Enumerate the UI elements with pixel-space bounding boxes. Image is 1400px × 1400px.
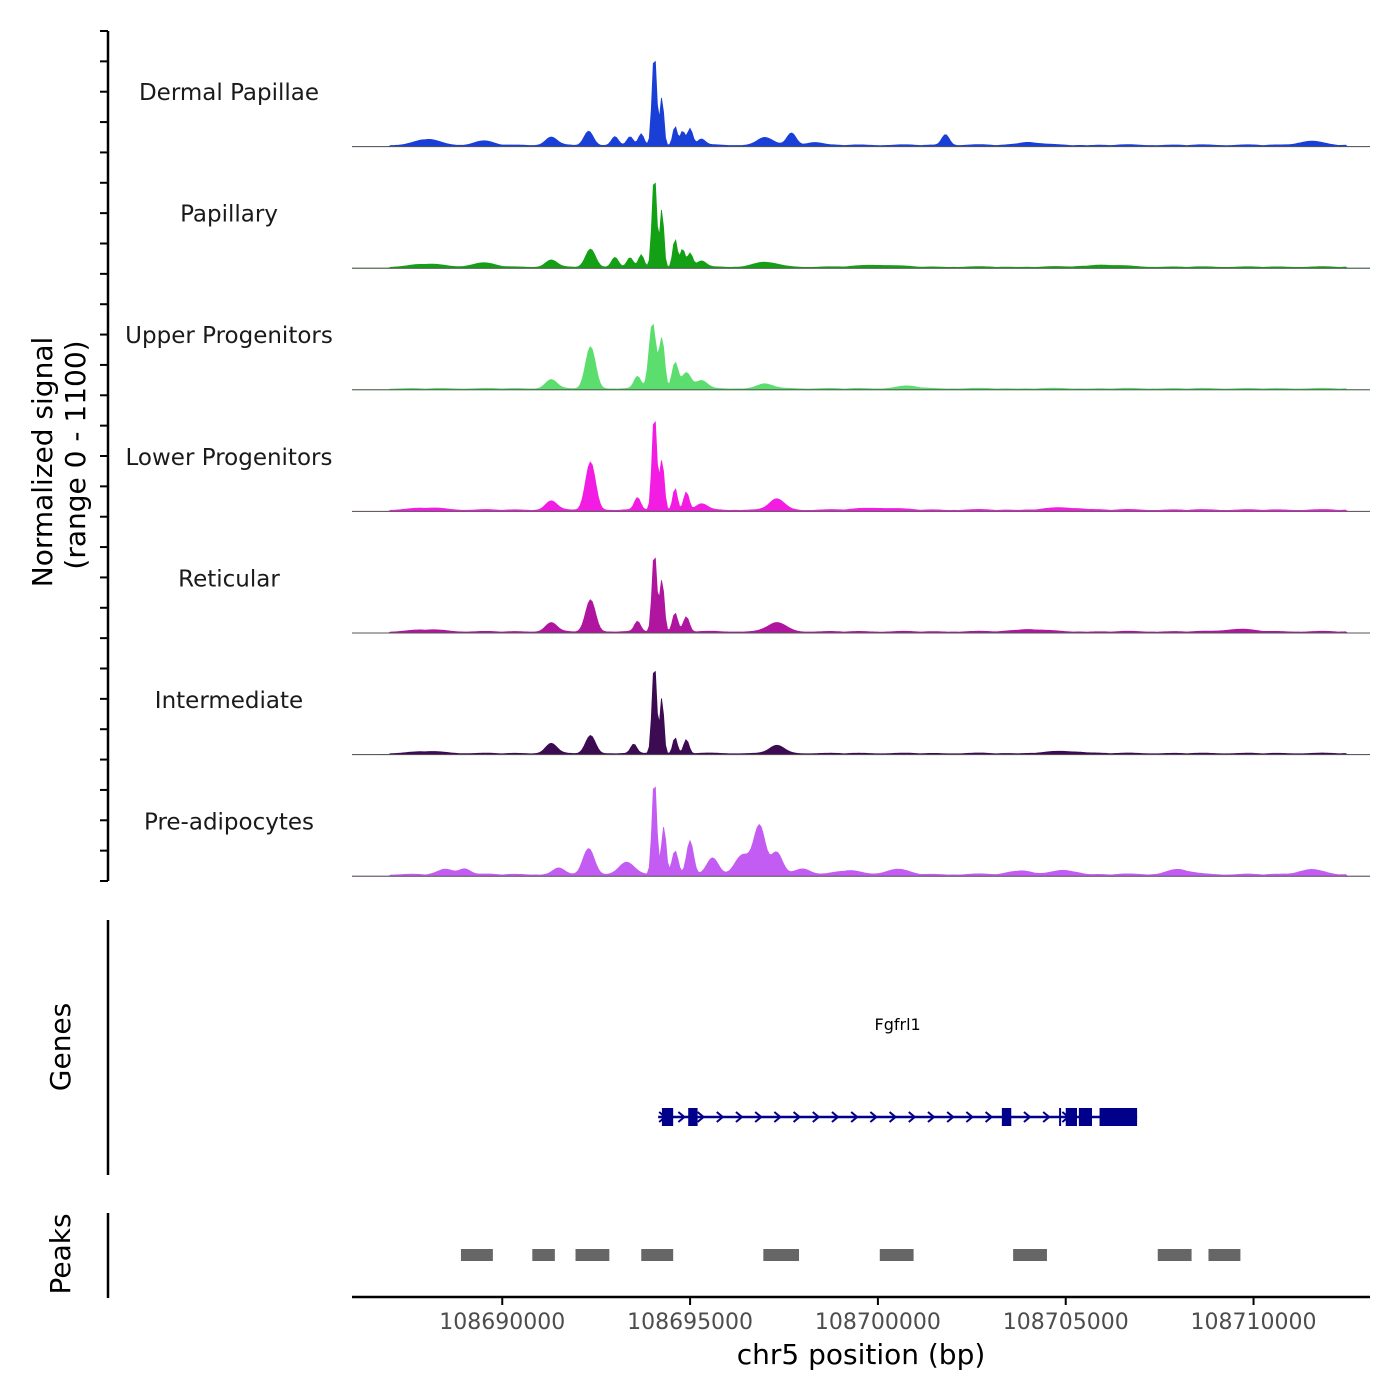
peak-region xyxy=(460,1249,493,1261)
strand-arrow-icon xyxy=(754,1111,763,1123)
x-axis-tick-label: 108700000 xyxy=(815,1310,941,1335)
genes-track: Fgfrl1 xyxy=(658,1015,1138,1126)
coverage-signal-area xyxy=(352,786,1370,877)
coverage-signal-area xyxy=(352,60,1370,147)
strand-arrow-icon xyxy=(735,1111,744,1123)
strand-arrow-icon xyxy=(1042,1111,1051,1123)
strand-arrow-icon xyxy=(927,1111,936,1123)
strand-arrow-icon xyxy=(984,1111,994,1123)
gene-exon xyxy=(1065,1108,1077,1126)
strand-arrow-icon xyxy=(850,1111,859,1123)
gene-exon xyxy=(688,1108,698,1126)
peak-region xyxy=(763,1249,800,1261)
peak-region xyxy=(532,1249,555,1261)
peak-region xyxy=(575,1249,610,1261)
track-label: Upper Progenitors xyxy=(125,323,333,349)
x-axis-tick-label: 108710000 xyxy=(1191,1310,1317,1335)
x-axis-tick-label: 108690000 xyxy=(439,1310,565,1335)
strand-arrow-icon xyxy=(831,1111,840,1123)
strand-arrow-icon xyxy=(908,1111,917,1123)
track-label: Papillary xyxy=(180,202,278,228)
peaks-track-label: Peaks xyxy=(44,1213,77,1294)
coverage-tracks: Dermal Papillae Papillary Upper Progenitor… xyxy=(125,60,1370,877)
strand-arrow-icon xyxy=(869,1111,878,1123)
strand-arrow-icon xyxy=(812,1111,821,1123)
x-axis-tick-label: 108695000 xyxy=(627,1310,753,1335)
track-label: Intermediate xyxy=(155,688,303,714)
coverage-track: Papillary xyxy=(180,182,1370,269)
coverage-track: Lower Progenitors xyxy=(126,421,1370,512)
coverage-track: Reticular xyxy=(178,557,1370,634)
gene-exon xyxy=(1099,1108,1138,1126)
x-axis-ticks: 108690000 108695000 108700000 108705000 1087… xyxy=(439,1297,1317,1335)
coverage-track: Intermediate xyxy=(155,670,1370,756)
x-axis-title: chr5 position (bp) xyxy=(737,1338,986,1371)
track-label: Lower Progenitors xyxy=(126,445,333,471)
genes-track-label: Genes xyxy=(44,1003,77,1091)
coverage-signal-area xyxy=(352,421,1370,512)
coverage-track: Pre-adipocytes xyxy=(144,786,1370,877)
peak-region xyxy=(879,1249,914,1261)
strand-arrow-icon xyxy=(888,1111,898,1123)
coverage-signal-area xyxy=(352,323,1370,391)
peaks-track xyxy=(460,1249,1241,1261)
coverage-signal-area xyxy=(352,182,1370,269)
strand-arrow-icon xyxy=(696,1111,706,1123)
gene-exon xyxy=(661,1108,674,1126)
strand-arrow-icon xyxy=(965,1111,974,1123)
peak-region xyxy=(641,1249,674,1261)
coverage-signal-area xyxy=(352,670,1370,755)
y-axis-range-label: (range 0 - 1100) xyxy=(59,340,92,569)
coverage-signal-area xyxy=(352,557,1370,634)
gene-label: Fgfrl1 xyxy=(875,1015,921,1034)
strand-arrow-icon xyxy=(946,1111,955,1123)
track-label: Dermal Papillae xyxy=(139,80,319,106)
track-label: Reticular xyxy=(178,566,280,592)
coverage-track: Dermal Papillae xyxy=(139,60,1370,148)
peak-region xyxy=(1157,1249,1192,1261)
gene-exon xyxy=(1078,1108,1093,1126)
coverage-track: Upper Progenitors xyxy=(125,323,1370,391)
track-label: Pre-adipocytes xyxy=(144,810,314,836)
coverage-y-axis-ticks xyxy=(100,30,108,882)
peak-region xyxy=(1208,1249,1241,1261)
gene-exon xyxy=(1001,1108,1012,1126)
y-axis-title: Normalized signal xyxy=(26,337,59,588)
x-axis-tick-label: 108705000 xyxy=(1003,1310,1129,1335)
strand-arrow-icon xyxy=(773,1111,782,1123)
strand-arrow-icon xyxy=(792,1111,802,1123)
strand-arrow-icon xyxy=(677,1111,686,1123)
strand-arrow-icon xyxy=(1023,1111,1032,1123)
peak-region xyxy=(1013,1249,1047,1261)
strand-arrow-icon xyxy=(716,1111,725,1123)
